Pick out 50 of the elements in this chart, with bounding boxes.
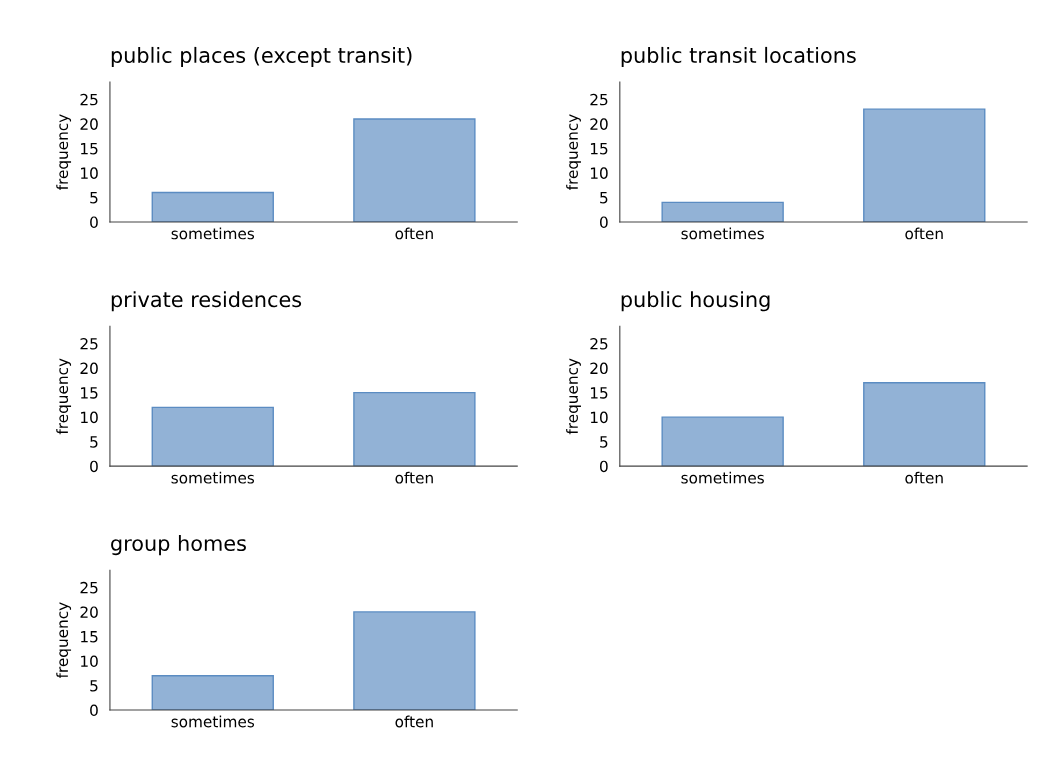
x-tick-label: often — [395, 471, 433, 484]
y-tick-label: 10 — [590, 167, 608, 179]
y-tick-label: 15 — [590, 143, 608, 155]
y-tick-label: 0 — [90, 460, 98, 473]
y-tick-label: 25 — [590, 93, 608, 106]
y-tick-label: 5 — [600, 192, 608, 204]
y-tick-label: 0 — [90, 704, 98, 717]
y-axis-title: frequency — [566, 358, 581, 435]
chart-title: private residences — [111, 291, 302, 312]
x-tick-label: often — [905, 471, 943, 484]
x-tick-label: sometimes — [171, 715, 255, 728]
y-tick-label: 25 — [80, 581, 98, 594]
y-tick-label: 0 — [600, 216, 608, 228]
chart-title: group homes — [111, 534, 246, 556]
y-axis-title: frequency — [56, 602, 72, 679]
y-tick-label: 25 — [80, 93, 98, 106]
y-tick-label: 20 — [80, 362, 98, 375]
y-axis-title: frequency — [56, 358, 72, 435]
y-tick-label: 0 — [600, 460, 608, 473]
y-tick-label: 5 — [90, 680, 98, 692]
y-tick-label: 10 — [81, 655, 98, 667]
y-tick-label: 5 — [90, 192, 98, 204]
x-tick-label: often — [395, 227, 433, 240]
y-tick-label: 5 — [90, 436, 98, 448]
y-tick-label: 20 — [590, 118, 608, 130]
y-axis-title: frequency — [566, 114, 581, 191]
y-tick-label: 15 — [81, 143, 98, 155]
x-tick-label: often — [905, 227, 943, 240]
chart-title: public places (except transit) — [111, 46, 412, 68]
y-tick-label: 10 — [81, 167, 98, 179]
x-tick-label: sometimes — [171, 227, 255, 240]
y-tick-label: 15 — [590, 387, 608, 399]
y-axis-title: frequency — [56, 114, 72, 191]
y-tick-label: 25 — [80, 338, 98, 350]
y-tick-label: 15 — [81, 631, 98, 643]
chart-title: public transit locations — [621, 46, 856, 68]
x-tick-label: sometimes — [681, 471, 764, 484]
y-tick-label: 15 — [81, 387, 98, 399]
y-tick-label: 0 — [90, 216, 98, 228]
y-tick-label: 5 — [600, 436, 608, 448]
y-tick-label: 25 — [590, 338, 608, 350]
y-tick-label: 20 — [80, 606, 98, 618]
y-tick-label: 10 — [81, 411, 98, 424]
y-tick-label: 20 — [590, 362, 608, 375]
y-tick-label: 20 — [80, 118, 98, 130]
x-tick-label: sometimes — [681, 227, 764, 240]
chart-title: public housing — [621, 291, 770, 312]
x-tick-label: often — [395, 715, 433, 728]
x-tick-label: sometimes — [171, 471, 255, 484]
y-tick-label: 10 — [590, 411, 608, 424]
